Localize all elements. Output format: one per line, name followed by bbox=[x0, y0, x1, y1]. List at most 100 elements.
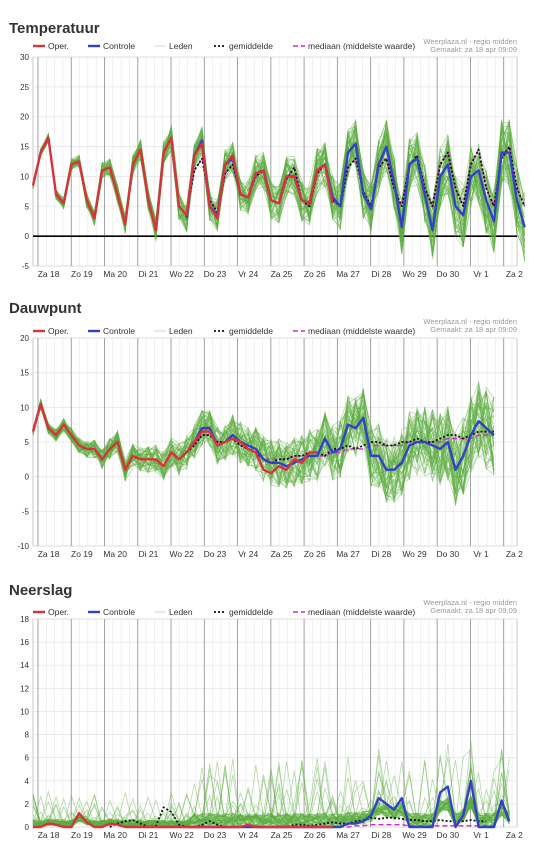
y-tick-label: 18 bbox=[20, 615, 29, 624]
x-tick-label: Zo 19 bbox=[71, 830, 93, 840]
legend-oper-label: Oper. bbox=[48, 607, 69, 617]
legend-controle-label: Controle bbox=[103, 607, 135, 617]
x-tick-label: Wo 29 bbox=[402, 830, 427, 840]
y-tick-label: -10 bbox=[17, 542, 29, 551]
ensemble-member-line bbox=[32, 125, 526, 247]
legend-mediaan-label: mediaan (middelste waarde) bbox=[308, 607, 415, 617]
ensemble-member-line bbox=[32, 121, 526, 246]
ensemble-member-line bbox=[32, 781, 510, 828]
x-tick-label: Wo 29 bbox=[402, 549, 427, 559]
ensemble-member-line bbox=[32, 392, 495, 502]
ensemble-member-line bbox=[32, 121, 525, 243]
y-tick-label: 10 bbox=[20, 707, 29, 716]
ensemble-member-line bbox=[32, 757, 510, 828]
x-tick-label: Vr 1 bbox=[473, 549, 489, 559]
ensemble-member-line bbox=[32, 797, 510, 828]
y-tick-label: 5 bbox=[25, 202, 30, 211]
legend-gemiddelde-label: gemiddelde bbox=[229, 607, 273, 617]
ensemble-member-line bbox=[32, 397, 495, 497]
y-tick-label: 15 bbox=[20, 369, 29, 378]
y-tick-label: 10 bbox=[20, 172, 29, 181]
x-tick-label: Zo 26 bbox=[304, 269, 326, 279]
ensemble-member-line bbox=[32, 391, 495, 501]
credit-source: Weerplaza.nl - regio midden bbox=[423, 37, 517, 46]
chart-1: 20 15 10 5 0 -5 -10 Za 18 Zo 19 Ma 20 Di 21 Wo 22 Do… bbox=[17, 317, 523, 559]
x-tick-label: Zo 19 bbox=[71, 549, 93, 559]
chart-title-temperatuur: Temperatuur bbox=[9, 20, 100, 37]
plot-area bbox=[32, 56, 518, 267]
x-tick-label: Wo 22 bbox=[169, 549, 194, 559]
legend-gemiddelde-label: gemiddelde bbox=[229, 41, 273, 51]
y-tick-label: 20 bbox=[20, 334, 29, 343]
ensemble-member-line bbox=[32, 778, 510, 828]
x-tick-label: Wo 22 bbox=[169, 269, 194, 279]
x-tick-label: Ma 20 bbox=[103, 830, 127, 840]
y-tick-label: 5 bbox=[25, 438, 30, 447]
credit-source: Weerplaza.nl - regio midden bbox=[423, 317, 517, 326]
chart-2: 18 16 14 12 10 8 6 4 2 0 Za 18 Zo 19 Ma 20 Di 21 Wo 22… bbox=[20, 598, 523, 840]
ensemble-member-line bbox=[32, 396, 495, 503]
x-tick-label: Vr 1 bbox=[473, 269, 489, 279]
x-tick-label: Zo 19 bbox=[71, 269, 93, 279]
x-tick-label: Di 21 bbox=[138, 549, 158, 559]
credit-made: Gemaakt: za 18 apr 09:09 bbox=[430, 325, 517, 334]
legend-leden-label: Leden bbox=[169, 41, 193, 51]
ensemble-member-line bbox=[32, 756, 510, 827]
x-tick-label: Vr 24 bbox=[238, 549, 258, 559]
ensemble-member-line bbox=[32, 743, 510, 828]
ensemble-member-line bbox=[32, 128, 526, 257]
series-gemiddelde bbox=[109, 806, 487, 828]
credit-made: Gemaakt: za 18 apr 09:09 bbox=[430, 606, 517, 615]
legend-oper-label: Oper. bbox=[48, 41, 69, 51]
chart-title-neerslag: Neerslag bbox=[9, 582, 73, 599]
x-tick-label: Wo 29 bbox=[402, 269, 427, 279]
legend-gemiddelde-label: gemiddelde bbox=[229, 326, 273, 336]
ensemble-member-line bbox=[32, 388, 495, 501]
y-tick-label: 15 bbox=[20, 143, 29, 152]
ensemble-member-line bbox=[32, 398, 495, 492]
chart-title-dauwpunt: Dauwpunt bbox=[9, 300, 82, 317]
legend-mediaan-label: mediaan (middelste waarde) bbox=[308, 41, 415, 51]
ensemble-member-line bbox=[32, 757, 510, 828]
y-tick-label: 20 bbox=[20, 113, 29, 122]
y-tick-label: -5 bbox=[22, 262, 30, 271]
series-gemiddelde bbox=[186, 430, 494, 464]
ensemble-member-line bbox=[32, 397, 495, 494]
ensemble-member-line bbox=[32, 396, 495, 489]
x-tick-label: Za 18 bbox=[38, 549, 60, 559]
ensemble-member-line bbox=[32, 126, 525, 234]
ensemble-member-line bbox=[32, 399, 495, 481]
x-tick-label: Do 30 bbox=[436, 830, 459, 840]
ensemble-member-line bbox=[32, 799, 510, 828]
legend-leden-label: Leden bbox=[169, 607, 193, 617]
x-tick-label: Zo 26 bbox=[304, 549, 326, 559]
y-tick-label: 0 bbox=[25, 232, 30, 241]
ensemble-member-line bbox=[32, 766, 510, 828]
x-tick-label: Vr 24 bbox=[238, 830, 258, 840]
plot-area bbox=[32, 618, 518, 828]
y-tick-label: -5 bbox=[22, 507, 30, 516]
series-oper bbox=[31, 402, 318, 475]
ensemble-member-line bbox=[32, 396, 495, 498]
y-tick-label: 30 bbox=[20, 53, 29, 62]
ensemble-member-line bbox=[32, 120, 526, 254]
y-tick-label: 16 bbox=[20, 638, 29, 647]
x-tick-label: Ma 20 bbox=[103, 549, 127, 559]
y-tick-label: 10 bbox=[20, 403, 29, 412]
y-tick-label: 12 bbox=[20, 684, 29, 693]
x-tick-label: Zo 26 bbox=[304, 830, 326, 840]
ensemble-member-line bbox=[32, 773, 510, 828]
ensemble-member-line bbox=[32, 126, 526, 242]
ensemble-member-line bbox=[32, 395, 495, 504]
x-tick-label: Vr 24 bbox=[238, 269, 258, 279]
y-tick-label: 4 bbox=[25, 777, 30, 786]
ensemble-member-line bbox=[32, 389, 495, 490]
ensemble-member-line bbox=[32, 756, 510, 828]
ensemble-member-line bbox=[32, 391, 495, 492]
series-oper bbox=[33, 811, 333, 829]
x-tick-label: Ma 20 bbox=[103, 269, 127, 279]
x-tick-label: Za 25 bbox=[271, 549, 293, 559]
ensemble-member-line bbox=[32, 768, 510, 828]
ensemble-member-line bbox=[32, 129, 526, 250]
